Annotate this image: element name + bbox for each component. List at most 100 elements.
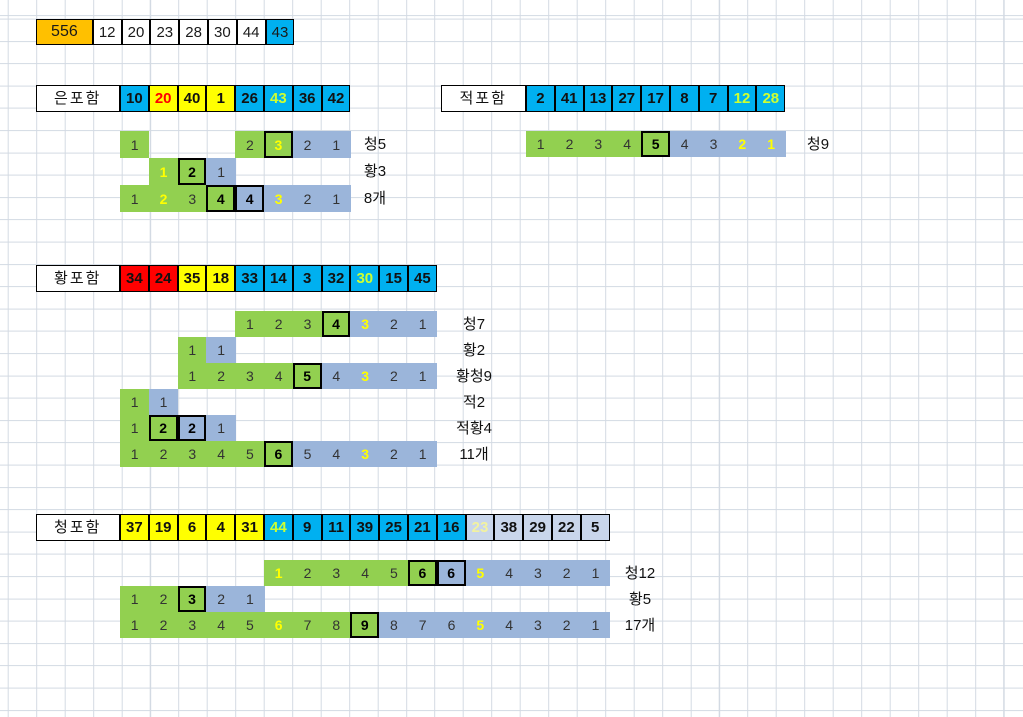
bar-cell[interactable]: 6	[408, 560, 437, 586]
header-number-cell[interactable]: 37	[120, 514, 149, 541]
header-number-cell[interactable]: 33	[235, 265, 264, 292]
header-number-cell[interactable]: 34	[120, 265, 149, 292]
top-number-cell[interactable]: 43	[265, 19, 295, 45]
bar-cell[interactable]: 1	[321, 131, 351, 158]
header-number-cell[interactable]: 11	[321, 514, 351, 541]
header-number-cell[interactable]: 36	[292, 85, 322, 112]
bar-cell[interactable]: 1	[321, 185, 351, 212]
header-number-cell[interactable]: 7	[698, 85, 728, 112]
top-number-cell[interactable]: 44	[236, 19, 266, 45]
row-label[interactable]: 적2	[462, 393, 486, 411]
bar-cell[interactable]: 3	[264, 185, 294, 212]
header-number-cell[interactable]: 22	[552, 514, 581, 541]
header-number-cell[interactable]: 1	[206, 85, 236, 112]
header-number-cell[interactable]: 13	[583, 85, 613, 112]
section-label-cell[interactable]: 적포함	[440, 85, 526, 112]
section-label-cell[interactable]: 황포함	[35, 265, 120, 292]
row-label[interactable]: 황5	[628, 590, 652, 608]
header-number-cell[interactable]: 9	[292, 514, 322, 541]
bar-cell[interactable]: 3	[523, 560, 553, 586]
row-label[interactable]: 적황4	[456, 419, 492, 437]
bar-cell[interactable]: 3	[292, 311, 323, 337]
section-label-cell[interactable]: 은포함	[35, 85, 120, 112]
row-label[interactable]: 청7	[462, 315, 486, 333]
header-number-cell[interactable]: 29	[523, 514, 552, 541]
row-label[interactable]: 황3	[363, 163, 387, 180]
header-number-cell[interactable]: 44	[264, 514, 293, 541]
bar-cell[interactable]: 7	[292, 612, 323, 638]
header-number-cell[interactable]: 41	[554, 85, 584, 112]
bar-cell[interactable]: 4	[321, 363, 351, 389]
header-number-cell[interactable]: 24	[148, 265, 178, 292]
bar-cell[interactable]: 3	[177, 586, 207, 612]
bar-cell[interactable]: 1	[580, 560, 611, 586]
bar-cell[interactable]: 5	[465, 612, 495, 638]
row-label[interactable]: 청9	[806, 135, 830, 153]
header-number-cell[interactable]: 15	[379, 265, 408, 292]
bar-cell[interactable]: 3	[321, 560, 351, 586]
bar-cell[interactable]: 2	[379, 441, 409, 467]
bar-cell[interactable]: 1	[408, 441, 438, 467]
bar-cell[interactable]: 1	[206, 415, 236, 441]
header-number-cell[interactable]: 8	[670, 85, 699, 112]
header-number-cell[interactable]: 14	[264, 265, 293, 292]
bar-cell[interactable]: 3	[177, 612, 207, 638]
bar-cell[interactable]: 2	[148, 612, 179, 638]
bar-cell[interactable]: 2	[554, 131, 585, 157]
bar-cell[interactable]: 2	[379, 363, 409, 389]
header-number-cell[interactable]: 16	[436, 514, 466, 541]
bar-cell[interactable]: 2	[264, 311, 294, 337]
bar-cell[interactable]: 3	[177, 441, 207, 467]
bar-cell[interactable]: 1	[120, 441, 150, 467]
row-label[interactable]: 11개	[459, 445, 489, 463]
header-number-cell[interactable]: 35	[177, 265, 207, 292]
bar-cell[interactable]: 2	[148, 441, 179, 467]
bar-cell[interactable]: 2	[235, 131, 265, 158]
header-number-cell[interactable]: 5	[580, 514, 610, 541]
bar-cell[interactable]: 2	[148, 185, 179, 212]
header-number-cell[interactable]: 4	[206, 514, 236, 541]
bar-cell[interactable]: 5	[465, 560, 495, 586]
bar-cell[interactable]: 3	[350, 311, 380, 337]
bar-cell[interactable]: 2	[206, 586, 236, 612]
header-number-cell[interactable]: 39	[350, 514, 380, 541]
bar-cell[interactable]: 1	[408, 311, 438, 337]
header-number-cell[interactable]: 31	[235, 514, 264, 541]
header-number-cell[interactable]: 30	[350, 265, 380, 292]
bar-cell[interactable]: 1	[235, 311, 265, 337]
header-number-cell[interactable]: 32	[321, 265, 351, 292]
bar-cell[interactable]: 1	[120, 586, 150, 612]
bar-cell[interactable]: 8	[379, 612, 409, 638]
row-label[interactable]: 17개	[624, 616, 656, 634]
top-number-cell[interactable]: 28	[179, 19, 208, 45]
bar-cell[interactable]: 1	[120, 612, 150, 638]
bar-cell[interactable]: 4	[235, 185, 264, 212]
bar-cell[interactable]: 1	[580, 612, 611, 638]
row-label[interactable]: 청5	[363, 136, 387, 153]
bar-cell[interactable]: 2	[379, 311, 409, 337]
bar-cell[interactable]: 4	[206, 185, 236, 212]
bar-cell[interactable]: 3	[177, 185, 207, 212]
header-number-cell[interactable]: 10	[120, 85, 149, 112]
bar-cell[interactable]: 5	[292, 363, 322, 389]
header-number-cell[interactable]: 18	[206, 265, 236, 292]
bar-cell[interactable]: 2	[148, 586, 179, 612]
bar-cell[interactable]: 2	[727, 131, 757, 157]
header-number-cell[interactable]: 42	[321, 85, 351, 112]
bar-cell[interactable]: 3	[523, 612, 553, 638]
bar-cell[interactable]: 4	[264, 363, 294, 389]
bar-cell[interactable]: 3	[698, 131, 729, 157]
bar-cell[interactable]: 5	[641, 131, 670, 157]
bar-cell[interactable]: 2	[292, 185, 323, 212]
bar-cell[interactable]: 3	[264, 131, 293, 158]
bar-cell[interactable]: 1	[235, 586, 265, 612]
row-label[interactable]: 황2	[462, 341, 486, 359]
bar-cell[interactable]: 1	[264, 560, 294, 586]
top-number-cell[interactable]: 23	[150, 19, 180, 45]
header-number-cell[interactable]: 2	[526, 85, 555, 112]
bar-cell[interactable]: 1	[408, 363, 438, 389]
bar-cell[interactable]: 1	[756, 131, 786, 157]
bar-cell[interactable]: 3	[583, 131, 613, 157]
header-number-cell[interactable]: 26	[235, 85, 264, 112]
bar-cell[interactable]: 5	[235, 441, 265, 467]
